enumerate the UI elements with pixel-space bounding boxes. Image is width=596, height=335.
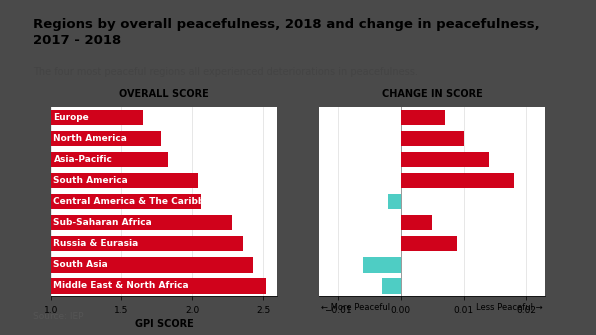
Text: Middle East & North Africa: Middle East & North Africa xyxy=(54,281,189,290)
Text: Source: IEP: Source: IEP xyxy=(33,312,83,321)
Bar xyxy=(401,110,445,125)
Text: CHANGE IN SCORE: CHANGE IN SCORE xyxy=(381,89,483,99)
X-axis label: GPI SCORE: GPI SCORE xyxy=(135,319,193,329)
Bar xyxy=(401,236,457,252)
Text: South America: South America xyxy=(54,176,128,185)
Bar xyxy=(401,152,489,168)
Bar xyxy=(382,278,401,293)
Bar xyxy=(388,194,401,209)
Text: ← More Peaceful: ← More Peaceful xyxy=(321,303,390,312)
Text: Less Peaceful →: Less Peaceful → xyxy=(476,303,542,312)
Bar xyxy=(51,236,243,252)
Text: North America: North America xyxy=(54,134,128,143)
Text: Regions by overall peacefulness, 2018 and change in peacefulness,
2017 - 2018: Regions by overall peacefulness, 2018 an… xyxy=(33,18,539,48)
Bar xyxy=(51,110,142,125)
Text: Sub-Saharan Africa: Sub-Saharan Africa xyxy=(54,218,152,227)
Bar xyxy=(51,215,232,230)
Text: The four most peaceful regions all experienced deteriorations in peacefulness.: The four most peaceful regions all exper… xyxy=(33,67,418,77)
Bar xyxy=(363,257,401,272)
Bar xyxy=(51,152,168,168)
Bar xyxy=(51,257,253,272)
Bar xyxy=(401,173,514,188)
Bar xyxy=(51,131,161,146)
Text: South Asia: South Asia xyxy=(54,260,108,269)
Text: Central America & The Caribbean: Central America & The Caribbean xyxy=(54,197,224,206)
Text: Russia & Eurasia: Russia & Eurasia xyxy=(54,240,139,248)
Bar xyxy=(51,194,201,209)
Text: Asia-Pacific: Asia-Pacific xyxy=(54,155,113,164)
Bar xyxy=(401,131,464,146)
Text: OVERALL SCORE: OVERALL SCORE xyxy=(119,89,209,99)
Bar xyxy=(51,278,266,293)
Text: Europe: Europe xyxy=(54,113,89,122)
Bar xyxy=(51,173,198,188)
Bar xyxy=(401,215,432,230)
